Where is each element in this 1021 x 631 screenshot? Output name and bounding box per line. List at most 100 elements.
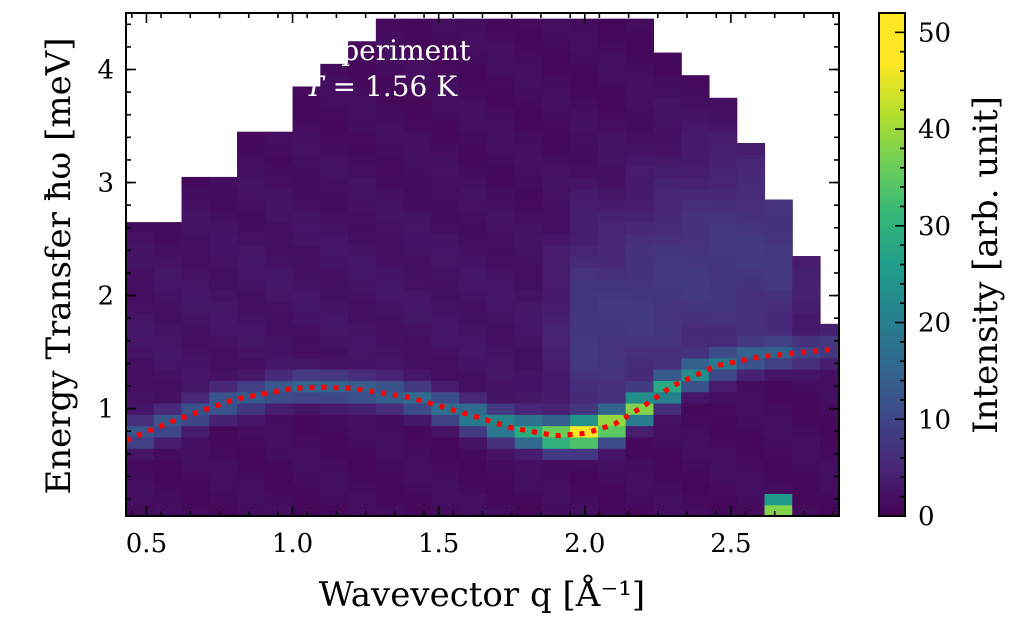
heatmap-cell	[625, 233, 655, 246]
heatmap-cell	[764, 267, 793, 280]
heatmap-cell	[459, 154, 488, 167]
plot-frame	[125, 12, 840, 517]
heatmap-cell	[681, 120, 710, 133]
heatmap-cell	[542, 267, 571, 280]
heatmap-cell	[264, 312, 294, 325]
heatmap-cell	[403, 256, 432, 268]
heatmap-cell	[264, 402, 294, 415]
heatmap-cell	[292, 391, 321, 404]
heatmap-cell	[681, 256, 710, 268]
heatmap-cell	[653, 289, 682, 302]
heatmap-cell	[625, 142, 655, 155]
heatmap-cell	[542, 493, 571, 506]
heatmap-cell	[459, 97, 488, 110]
heatmap-cell	[820, 504, 839, 516]
heatmap-cell	[292, 165, 321, 178]
heatmap-cell	[514, 357, 543, 370]
heatmap-cell	[514, 222, 543, 235]
heatmap-cell	[514, 176, 543, 189]
heatmap-cell	[348, 120, 377, 133]
heatmap-cell	[320, 109, 349, 121]
heatmap-cell	[209, 188, 238, 201]
heatmap-cell	[514, 52, 543, 65]
heatmap-cell	[459, 109, 488, 121]
heatmap-cell	[597, 29, 627, 42]
heatmap-cell	[459, 52, 488, 65]
heatmap-cell	[237, 369, 266, 381]
heatmap-cell	[486, 97, 516, 110]
heatmap-cell	[375, 448, 405, 461]
heatmap-cell	[126, 256, 155, 268]
heatmap-cell	[153, 380, 183, 393]
heatmap-cell	[708, 301, 738, 314]
x-tick-label: 2.0	[564, 529, 605, 559]
heatmap-cell	[570, 278, 599, 291]
heatmap-cell	[625, 323, 655, 336]
heatmap-cell	[126, 369, 155, 381]
heatmap-cell	[542, 18, 571, 31]
heatmap-cell	[209, 323, 238, 336]
heatmap-cell	[681, 154, 710, 167]
heatmap-cell	[681, 301, 710, 314]
heatmap-cell	[736, 267, 766, 280]
heatmap-cell	[375, 301, 405, 314]
heatmap-cell	[625, 154, 655, 167]
heatmap-cell	[348, 482, 377, 494]
heatmap-cell	[681, 482, 710, 494]
y-axis-ticks: 1 2 3 4	[97, 23, 839, 500]
heatmap-cell	[375, 222, 405, 235]
heatmap-cell	[320, 142, 349, 155]
heatmap-cell	[514, 267, 543, 280]
heatmap-cell	[209, 233, 238, 246]
heatmap-cell	[486, 357, 516, 370]
heatmap-cell	[486, 154, 516, 167]
heatmap-cell	[320, 154, 349, 167]
heatmap-cell	[736, 188, 766, 201]
heatmap-cell	[320, 504, 349, 516]
heatmap-cell	[597, 380, 627, 393]
heatmap-cell	[514, 165, 543, 178]
heatmap-cell	[597, 357, 627, 370]
heatmap-cell	[792, 267, 821, 280]
heatmap-cell	[570, 244, 599, 257]
heatmap-cell	[264, 346, 294, 359]
heatmap-cell	[403, 165, 432, 178]
heatmap-cell	[486, 391, 516, 404]
heatmap-cell	[820, 380, 839, 393]
heatmap-cell	[431, 346, 460, 359]
heatmap-cell	[292, 323, 321, 336]
heatmap-cell	[653, 482, 682, 494]
heatmap-cell	[570, 357, 599, 370]
heatmap-cell	[653, 210, 682, 223]
heatmap-cell	[570, 470, 599, 483]
heatmap-cell	[209, 369, 238, 381]
heatmap-cell	[653, 335, 682, 348]
heatmap-cell	[126, 278, 155, 291]
heatmap-cell	[403, 369, 432, 381]
heatmap-cell	[348, 244, 377, 257]
heatmap-cell	[653, 380, 682, 393]
heatmap-cell	[542, 120, 571, 133]
heatmap-cell	[403, 109, 432, 121]
heatmap-cell	[237, 357, 266, 370]
heatmap-cell	[542, 165, 571, 178]
heatmap-cell	[625, 402, 655, 415]
heatmap-cell	[597, 109, 627, 121]
heatmap-cell	[708, 357, 738, 370]
heatmap-cell	[792, 504, 821, 516]
heatmap-cell	[486, 120, 516, 133]
heatmap-cell	[126, 244, 155, 257]
heatmap-cell	[264, 278, 294, 291]
heatmap-cell	[431, 493, 460, 506]
heatmap-cell	[542, 357, 571, 370]
heatmap-cell	[514, 75, 543, 88]
heatmap-cell	[431, 357, 460, 370]
heatmap-cell	[597, 244, 627, 257]
heatmap-cell	[459, 199, 488, 212]
heatmap-cell	[708, 233, 738, 246]
heatmap-cell	[292, 482, 321, 494]
heatmap-cell	[320, 120, 349, 133]
heatmap-cell	[264, 323, 294, 336]
heatmap-cell	[459, 278, 488, 291]
heatmap-cell	[403, 188, 432, 201]
